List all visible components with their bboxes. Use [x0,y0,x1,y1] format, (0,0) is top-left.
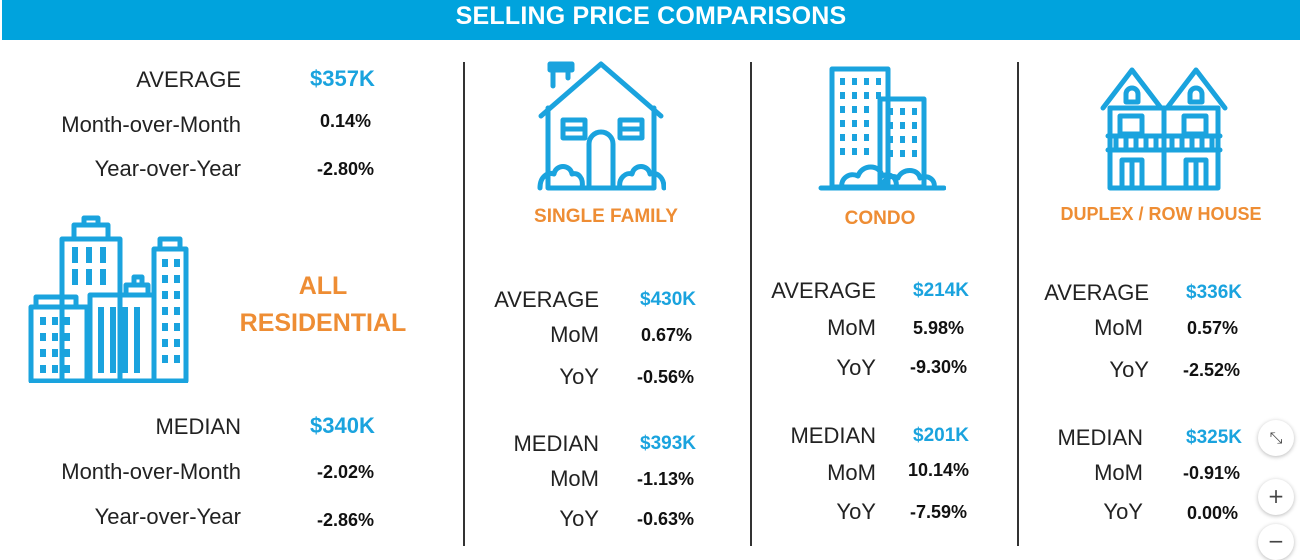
mom-label: MoM [1094,315,1143,340]
mom-label: MoM [827,460,876,485]
average-label: AVERAGE [136,67,241,92]
yoy-value: -2.80% [317,159,375,179]
mom-label: MoM [827,315,876,340]
mom-value: 0.14% [320,111,372,131]
yoy-label: YoY [559,506,599,531]
median-value: $393K [640,433,696,454]
average-value: $430K [640,289,696,310]
yoy-value: -9.30% [910,357,968,377]
plus-icon: + [1267,484,1285,508]
median-value: $325K [1186,427,1242,448]
median-value: $201K [913,425,969,446]
average-label: AVERAGE [494,287,599,312]
median-label: MEDIAN [1057,425,1143,450]
condo-building-icon [818,66,946,192]
page-title: SELLING PRICE COMPARISONS [455,2,847,30]
collapse-arrows-icon: ⤡ [1269,428,1283,447]
mom-value: 0.57% [1187,318,1239,338]
mom-label: Month-over-Month [61,112,241,137]
mom-label: MoM [550,322,599,347]
yoy-label: YoY [1103,499,1143,524]
column-divider [750,62,752,546]
mom-value: 5.98% [913,318,965,338]
zoom-out-button[interactable]: − [1258,524,1294,560]
mom-label: Month-over-Month [61,459,241,484]
median-label: MEDIAN [790,423,876,448]
yoy-value: 0.00% [1187,503,1239,523]
yoy-label: YoY [836,499,876,524]
yoy-value: -7.59% [910,502,968,522]
average-value: $214K [913,280,969,301]
category-label-line1: ALL [298,272,348,300]
mom-label: MoM [1094,460,1143,485]
yoy-value: -0.56% [637,367,695,387]
average-label: AVERAGE [1044,280,1149,305]
yoy-value: -2.52% [1183,360,1241,380]
yoy-value: -0.63% [637,509,695,529]
average-value: $357K [310,66,375,91]
house-icon [536,60,666,192]
column-divider [463,62,465,546]
row-house-icon [1100,64,1228,192]
city-buildings-icon [28,215,190,383]
column-divider [1017,62,1019,546]
yoy-label: Year-over-Year [94,504,241,529]
yoy-label: YoY [559,364,599,389]
mom-value: 10.14% [908,460,970,480]
zoom-in-button[interactable]: + [1258,479,1294,515]
mom-value: -1.13% [637,469,695,489]
mom-value: -0.91% [1183,463,1241,483]
fit-view-button[interactable]: ⤡ [1258,420,1294,456]
mom-value: 0.67% [641,325,693,345]
average-value: $336K [1186,282,1242,303]
category-label: DUPLEX / ROW HOUSE [1060,204,1262,224]
minus-icon: − [1267,529,1285,553]
category-label-line2: RESIDENTIAL [239,309,407,337]
mom-label: MoM [550,466,599,491]
average-label: AVERAGE [771,278,876,303]
median-value: $340K [310,413,375,438]
median-label: MEDIAN [513,431,599,456]
yoy-label: YoY [836,355,876,380]
mom-value: -2.02% [317,462,375,482]
yoy-label: YoY [1109,357,1149,382]
category-label: CONDO [844,208,916,229]
header-bar: SELLING PRICE COMPARISONS [2,0,1300,40]
yoy-value: -2.86% [317,510,375,530]
category-label: SINGLE FAMILY [534,206,678,227]
median-label: MEDIAN [155,414,241,439]
yoy-label: Year-over-Year [94,156,241,181]
